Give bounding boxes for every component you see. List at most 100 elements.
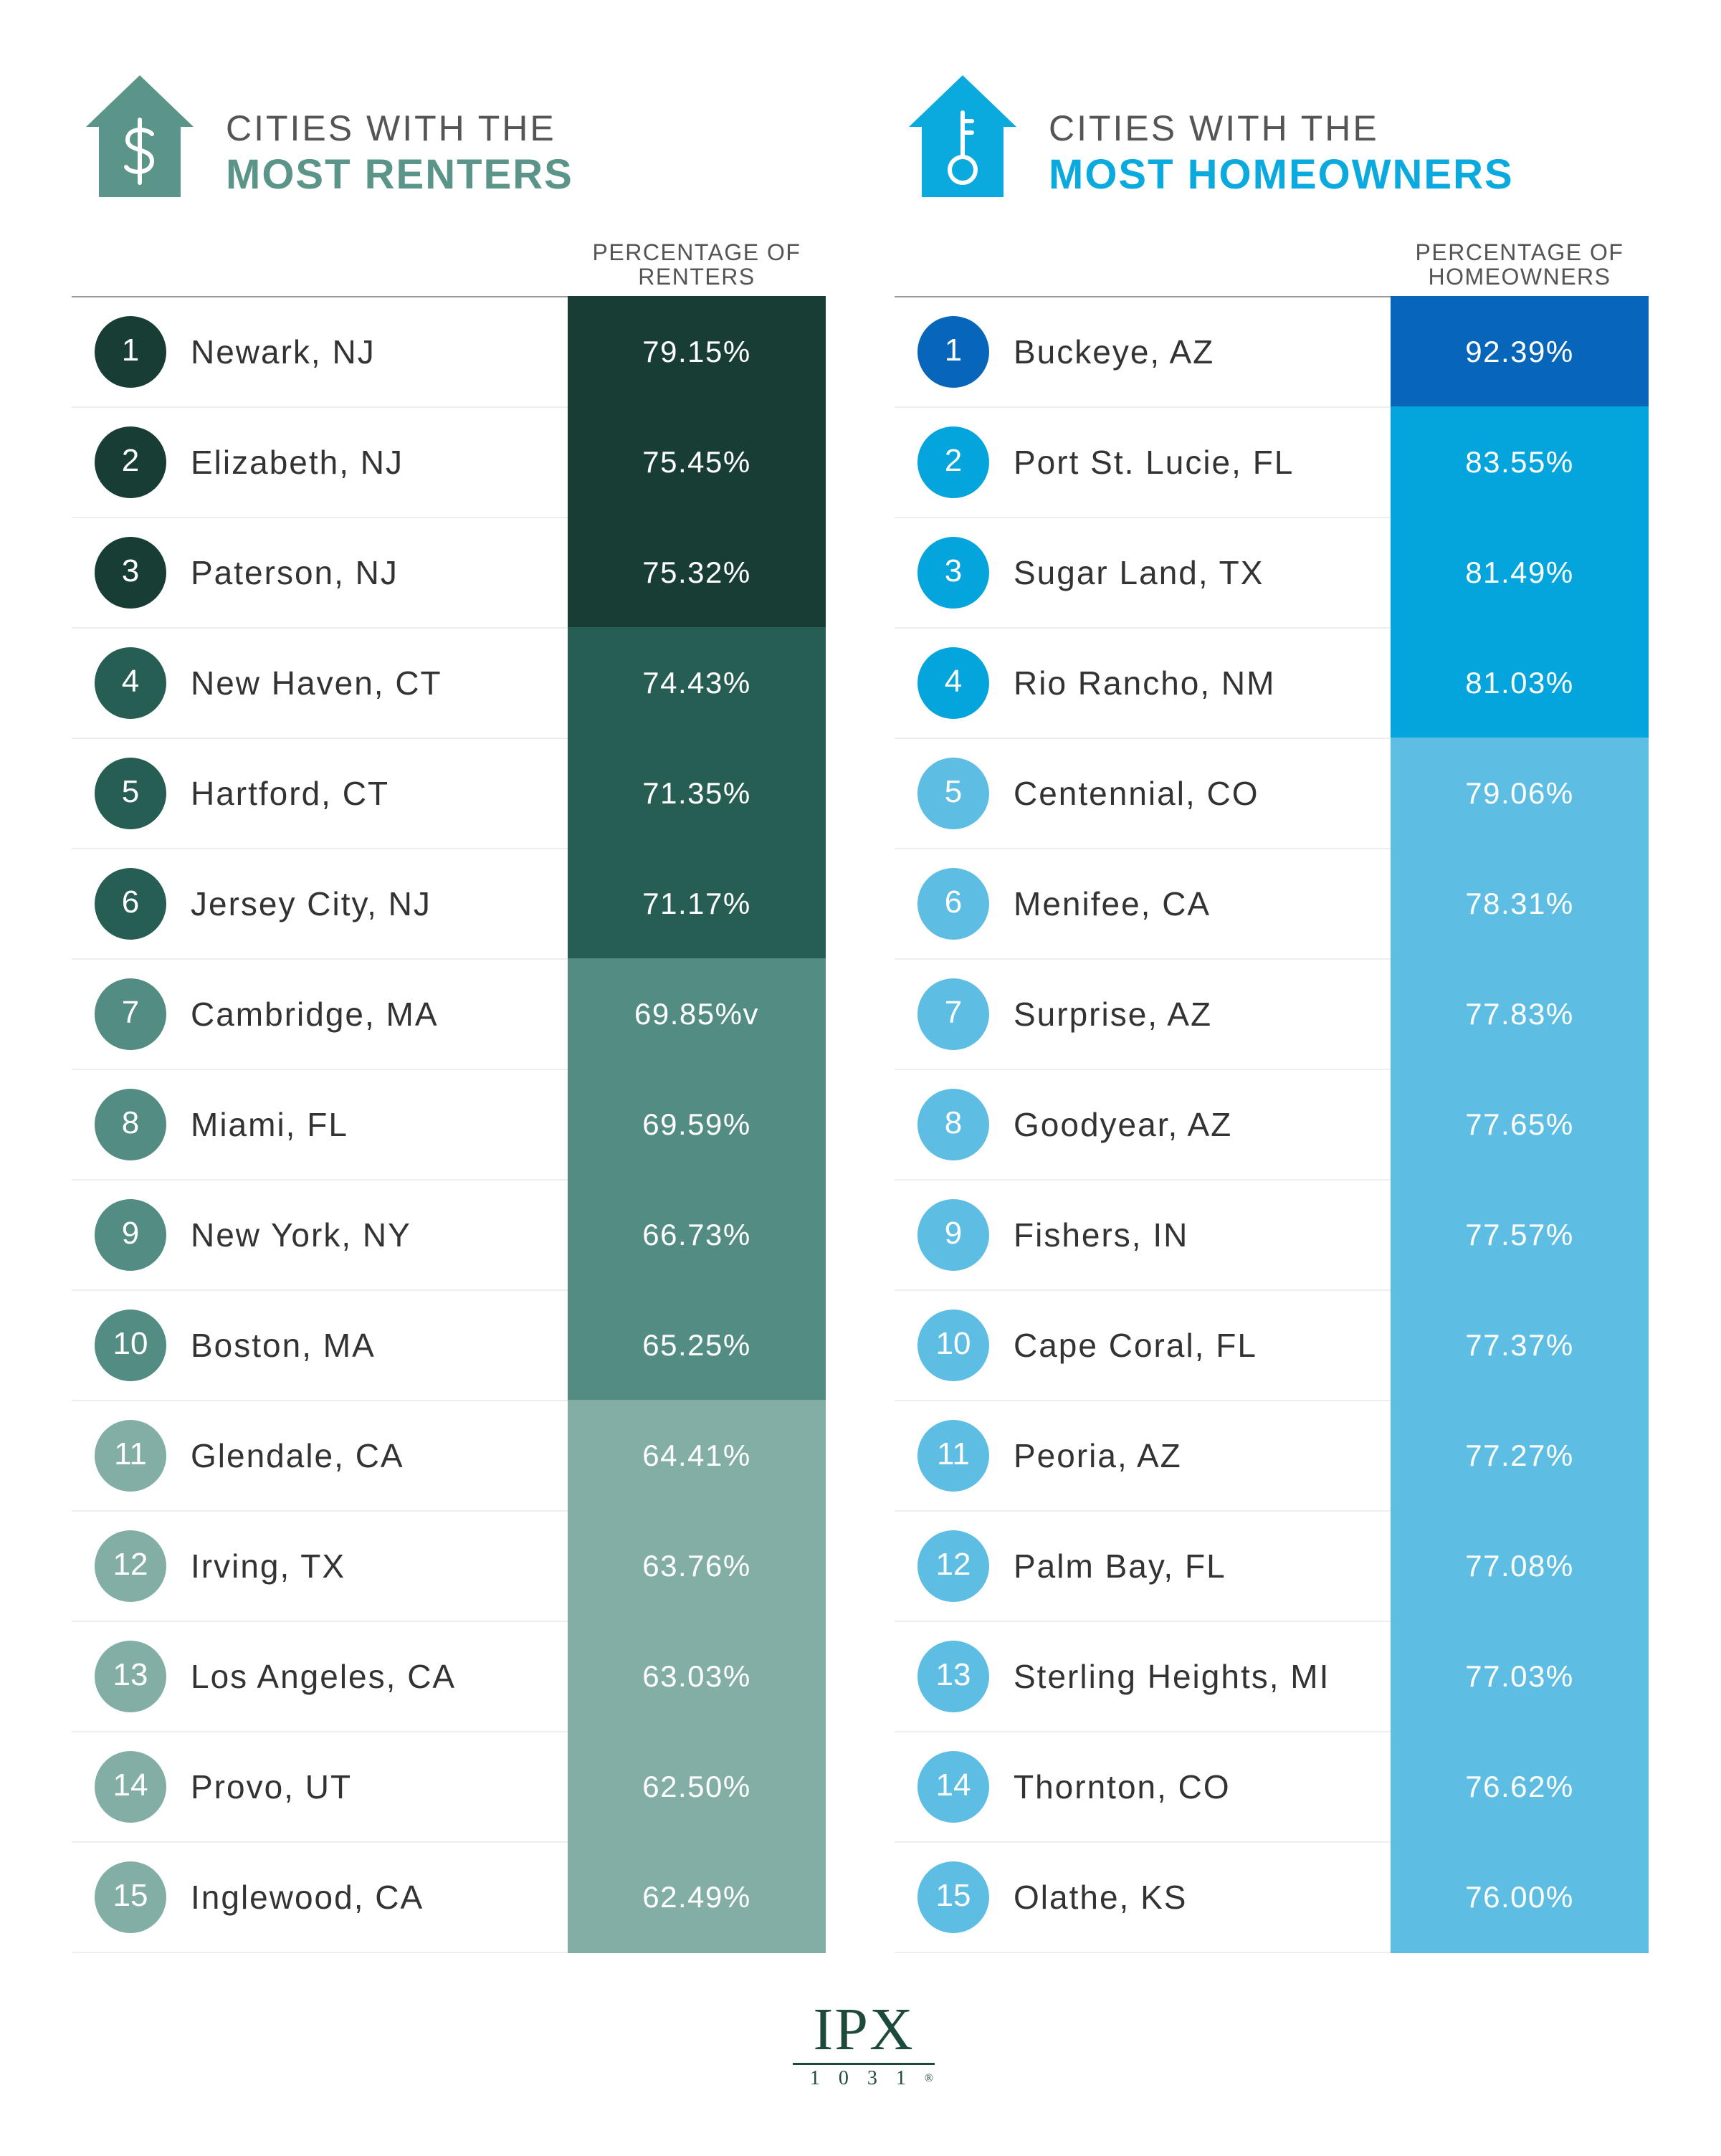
homeowners-rank-badge: 9 — [917, 1199, 989, 1271]
homeowners-city-name: Port St. Lucie, FL — [1014, 444, 1295, 481]
homeowners-table-row: 9 Fishers, IN 77.57% — [895, 1179, 1649, 1291]
renters-table-row: 6 Jersey City, NJ 71.17% — [72, 848, 826, 960]
renters-table: 1 Newark, NJ 79.15% 2 Elizabeth, NJ 75.45% 3 Pa… — [72, 296, 826, 1953]
homeowners-city-name: Thornton, CO — [1014, 1768, 1231, 1806]
renters-percentage-cell: 75.32% — [568, 517, 826, 629]
renters-rank-badge: 5 — [95, 758, 166, 829]
logo-mark: IPX — [813, 1996, 915, 2063]
homeowners-rank-badge: 11 — [917, 1420, 989, 1492]
homeowners-percentage-cell: 78.31% — [1391, 848, 1649, 960]
homeowners-percentage-cell: 76.00% — [1391, 1841, 1649, 1953]
homeowners-rank-badge: 7 — [917, 978, 989, 1050]
renters-percentage-cell: 64.41% — [568, 1400, 826, 1512]
homeowners-city-name: Buckeye, AZ — [1014, 333, 1215, 371]
renters-table-row: 5 Hartford, CT 71.35% — [72, 738, 826, 849]
renters-rank-badge: 3 — [95, 537, 166, 609]
homeowners-percentage-cell: 83.55% — [1391, 406, 1649, 518]
ipx-1031-logo: IPX 1031® — [788, 1996, 939, 2089]
homeowners-city-name: Fishers, IN — [1014, 1216, 1189, 1254]
renters-percentage-cell: 79.15% — [568, 296, 826, 408]
homeowners-table-row: 11 Peoria, AZ 77.27% — [895, 1400, 1649, 1512]
renters-column-header: PERCENTAGE OF RENTERS — [568, 240, 826, 289]
renters-percentage-cell: 71.35% — [568, 738, 826, 849]
homeowners-title-line2: MOST HOMEOWNERS — [1049, 151, 1514, 198]
homeowners-table-row: 15 Olathe, KS 76.00% — [895, 1841, 1649, 1953]
homeowners-percentage-cell: 77.57% — [1391, 1179, 1649, 1291]
renters-percentage-cell: 63.03% — [568, 1621, 826, 1732]
renters-rank-badge: 8 — [95, 1089, 166, 1160]
renters-percentage-cell: 66.73% — [568, 1179, 826, 1291]
renters-rank-badge: 14 — [95, 1751, 166, 1823]
homeowners-percentage-cell: 77.08% — [1391, 1510, 1649, 1622]
renters-city-name: New Haven, CT — [191, 664, 442, 702]
homeowners-table-row: 4 Rio Rancho, NM 81.03% — [895, 627, 1649, 739]
homeowners-percentage-cell: 77.03% — [1391, 1621, 1649, 1732]
renters-city-name: Inglewood, CA — [191, 1879, 424, 1916]
homeowners-city-name: Goodyear, AZ — [1014, 1106, 1233, 1143]
logo-registered: ® — [924, 2072, 934, 2084]
renters-table-row: 10 Boston, MA 65.25% — [72, 1289, 826, 1401]
renters-city-name: Hartford, CT — [191, 775, 390, 812]
renters-city-name: Elizabeth, NJ — [191, 444, 404, 481]
homeowners-city-name: Palm Bay, FL — [1014, 1547, 1226, 1585]
renters-city-name: Glendale, CA — [191, 1437, 404, 1474]
homeowners-title-line1: CITIES WITH THE — [1049, 108, 1379, 148]
renters-rank-badge: 13 — [95, 1641, 166, 1712]
logo-sub: 1031® — [788, 2068, 939, 2089]
homeowners-city-name: Peoria, AZ — [1014, 1437, 1182, 1474]
renters-table-row: 7 Cambridge, MA 69.85%v — [72, 958, 826, 1070]
renters-rank-badge: 9 — [95, 1199, 166, 1271]
renters-city-name: Paterson, NJ — [191, 554, 399, 591]
renters-table-row: 15 Inglewood, CA 62.49% — [72, 1841, 826, 1953]
homeowners-percentage-cell: 76.62% — [1391, 1731, 1649, 1843]
homeowners-panel: CITIES WITH THE MOST HOMEOWNERS PERCENTA… — [895, 68, 1649, 1953]
homeowners-city-name: Sugar Land, TX — [1014, 554, 1264, 591]
homeowners-table-row: 6 Menifee, CA 78.31% — [895, 848, 1649, 960]
renters-city-name: Miami, FL — [191, 1106, 348, 1143]
logo-rule — [793, 2063, 935, 2065]
renters-rank-badge: 7 — [95, 978, 166, 1050]
renters-table-row: 8 Miami, FL 69.59% — [72, 1069, 826, 1180]
homeowners-rank-badge: 15 — [917, 1861, 989, 1933]
renters-percentage-cell: 62.50% — [568, 1731, 826, 1843]
homeowners-city-name: Cape Coral, FL — [1014, 1327, 1257, 1364]
renters-rank-badge: 12 — [95, 1530, 166, 1602]
homeowners-table-row: 13 Sterling Heights, MI 77.03% — [895, 1621, 1649, 1732]
renters-table-row: 4 New Haven, CT 74.43% — [72, 627, 826, 739]
homeowners-table: 1 Buckeye, AZ 92.39% 2 Port St. Lucie, FL 83.… — [895, 296, 1649, 1953]
renters-percentage-cell: 71.17% — [568, 848, 826, 960]
renters-column-header-line1: PERCENTAGE OF — [592, 239, 801, 265]
homeowners-table-row: 3 Sugar Land, TX 81.49% — [895, 517, 1649, 629]
homeowners-percentage-cell: 92.39% — [1391, 296, 1649, 408]
homeowners-table-row: 5 Centennial, CO 79.06% — [895, 738, 1649, 849]
homeowners-city-name: Surprise, AZ — [1014, 996, 1213, 1033]
homeowners-percentage-cell: 79.06% — [1391, 738, 1649, 849]
renters-city-name: Los Angeles, CA — [191, 1658, 457, 1695]
homeowners-city-name: Menifee, CA — [1014, 885, 1211, 922]
homeowners-table-row: 10 Cape Coral, FL 77.37% — [895, 1289, 1649, 1401]
homeowners-rank-badge: 6 — [917, 868, 989, 940]
renters-rank-badge: 1 — [95, 316, 166, 388]
homeowners-percentage-cell: 77.83% — [1391, 958, 1649, 1070]
renters-city-name: New York, NY — [191, 1216, 411, 1254]
homeowners-rank-badge: 8 — [917, 1089, 989, 1160]
renters-rank-badge: 15 — [95, 1861, 166, 1933]
renters-title-line1: CITIES WITH THE — [226, 108, 556, 148]
renters-rank-badge: 6 — [95, 868, 166, 940]
homeowners-table-row: 1 Buckeye, AZ 92.39% — [895, 296, 1649, 408]
homeowners-percentage-cell: 77.37% — [1391, 1289, 1649, 1401]
homeowners-rank-badge: 13 — [917, 1641, 989, 1712]
homeowners-percentage-cell: 77.27% — [1391, 1400, 1649, 1512]
homeowners-rank-badge: 14 — [917, 1751, 989, 1823]
homeowners-column-header-line1: PERCENTAGE OF — [1415, 239, 1624, 265]
renters-city-name: Irving, TX — [191, 1547, 345, 1585]
homeowners-rank-badge: 1 — [917, 316, 989, 388]
renters-rank-badge: 10 — [95, 1310, 166, 1381]
house-key-icon — [909, 75, 1016, 197]
homeowners-rank-badge: 4 — [917, 647, 989, 719]
renters-table-row: 9 New York, NY 66.73% — [72, 1179, 826, 1291]
homeowners-city-name: Sterling Heights, MI — [1014, 1658, 1330, 1695]
renters-percentage-cell: 75.45% — [568, 406, 826, 518]
homeowners-column-header: PERCENTAGE OF HOMEOWNERS — [1391, 240, 1649, 289]
renters-title-line2: MOST RENTERS — [226, 151, 573, 198]
